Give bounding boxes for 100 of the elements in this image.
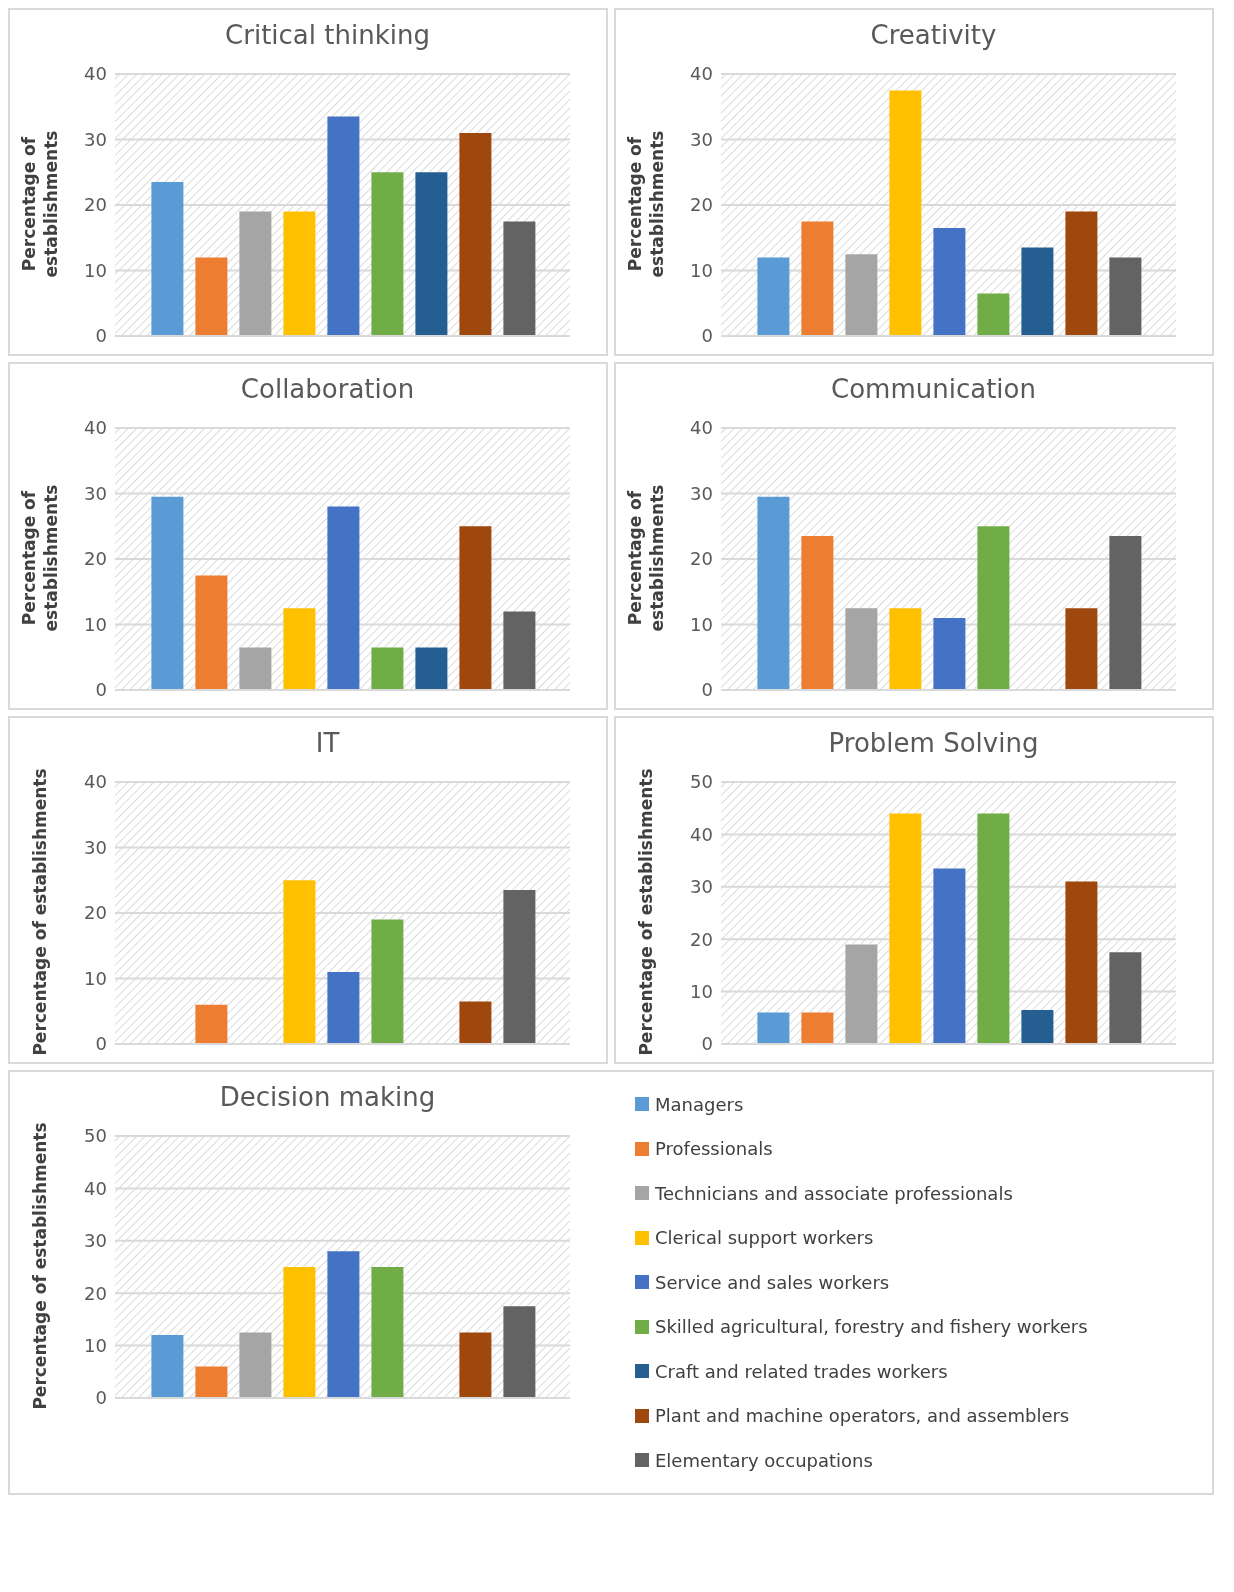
y-tick-label: 50 (84, 1125, 107, 1147)
bar (283, 880, 316, 1044)
bar (1065, 881, 1098, 1044)
y-tick-label: 20 (84, 1282, 107, 1304)
y-tick-label: 10 (690, 980, 713, 1002)
legend-label: Craft and related trades workers (655, 1360, 948, 1382)
y-tick-label: 20 (690, 548, 713, 570)
bar (1109, 257, 1142, 336)
chart-title: IT (315, 728, 340, 758)
y-axis-title: Percentage of establishments (29, 1122, 51, 1410)
y-tick-label: 10 (84, 967, 107, 989)
bar (239, 1332, 272, 1398)
y-tick-label: 40 (690, 63, 713, 85)
y-tick-label: 10 (690, 613, 713, 635)
legend-label: Technicians and associate professionals (655, 1182, 1013, 1204)
bar (371, 647, 404, 690)
y-tick-label: 10 (84, 613, 107, 635)
bar (327, 971, 360, 1044)
chart-title: Problem Solving (828, 728, 1039, 758)
bar (1065, 211, 1098, 336)
y-tick-label: 20 (84, 194, 107, 216)
bar (151, 182, 184, 336)
y-tick-label: 40 (84, 63, 107, 85)
bar (283, 211, 316, 336)
bar (977, 813, 1010, 1044)
y-axis-title: Percentage of establishments (29, 768, 51, 1056)
bar (371, 172, 404, 336)
chart-title: Communication (830, 374, 1037, 406)
bar (195, 257, 228, 336)
y-tick-label: 20 (84, 902, 107, 924)
y-tick-label: 10 (84, 259, 107, 281)
legend-label: Plant and machine operators, and assemblers (655, 1405, 1070, 1427)
y-tick-label: 0 (95, 1387, 107, 1409)
y-tick-label: 0 (95, 325, 107, 347)
y-axis-title: Percentage of establishments (635, 768, 657, 1056)
y-tick-label: 10 (690, 259, 713, 281)
legend-label: Skilled agricultural, forestry and fishery workers (655, 1316, 1088, 1338)
bar (1021, 247, 1054, 336)
bar (757, 496, 790, 690)
bar (459, 1001, 492, 1044)
bar (1065, 608, 1098, 690)
y-tick-label: 20 (84, 548, 107, 570)
y-tick-label: 30 (690, 876, 713, 898)
legend-label: Clerical support workers (655, 1227, 874, 1249)
bar (1109, 536, 1142, 690)
y-tick-label: 30 (690, 128, 713, 150)
bar (1021, 1009, 1054, 1044)
y-tick-label: 40 (690, 823, 713, 845)
bar (503, 221, 536, 336)
chart-title: Decision making (219, 1082, 436, 1112)
y-tick-label: 40 (84, 1177, 107, 1199)
bar (415, 172, 448, 336)
y-tick-label: 0 (95, 1033, 107, 1055)
legend-label: Managers (655, 1093, 744, 1115)
bar (889, 813, 922, 1044)
bar (757, 1012, 790, 1044)
bar (195, 1004, 228, 1044)
bar (889, 90, 922, 336)
legend-label: Elementary occupations (655, 1449, 873, 1471)
y-tick-label: 0 (95, 679, 107, 701)
chart-title: Critical thinking (224, 20, 431, 52)
y-tick-label: 30 (690, 482, 713, 504)
bar (195, 575, 228, 690)
bar (459, 1332, 492, 1398)
y-tick-label: 0 (701, 1033, 713, 1055)
y-axis-title: Percentage of establishments (18, 484, 62, 632)
bar (845, 944, 878, 1044)
bar (283, 608, 316, 690)
bar (801, 536, 834, 690)
y-axis-title: Percentage of establishments (624, 484, 668, 632)
bar (371, 1267, 404, 1398)
y-axis-title: Percentage of establishments (624, 130, 668, 278)
bar (933, 227, 966, 336)
bar (239, 211, 272, 336)
bar (415, 647, 448, 690)
y-tick-label: 30 (84, 128, 107, 150)
y-tick-label: 20 (690, 928, 713, 950)
bar (1109, 952, 1142, 1044)
bar (845, 608, 878, 690)
bar (801, 221, 834, 336)
bar (371, 919, 404, 1044)
bar (503, 1306, 536, 1398)
bar (977, 526, 1010, 690)
bar (459, 526, 492, 690)
y-tick-label: 0 (701, 679, 713, 701)
bar (503, 890, 536, 1044)
y-axis-title: Percentage of establishments (18, 130, 62, 278)
bar (239, 647, 272, 690)
bar (151, 496, 184, 690)
chart-title: Creativity (869, 20, 998, 52)
bar (195, 1366, 228, 1398)
y-tick-label: 50 (690, 771, 713, 793)
y-tick-label: 30 (84, 836, 107, 858)
legend-label: Professionals (655, 1138, 773, 1160)
bar (459, 132, 492, 336)
bar (283, 1267, 316, 1398)
y-tick-label: 30 (84, 482, 107, 504)
bar (845, 254, 878, 336)
bar (151, 1335, 184, 1398)
bar (327, 506, 360, 690)
